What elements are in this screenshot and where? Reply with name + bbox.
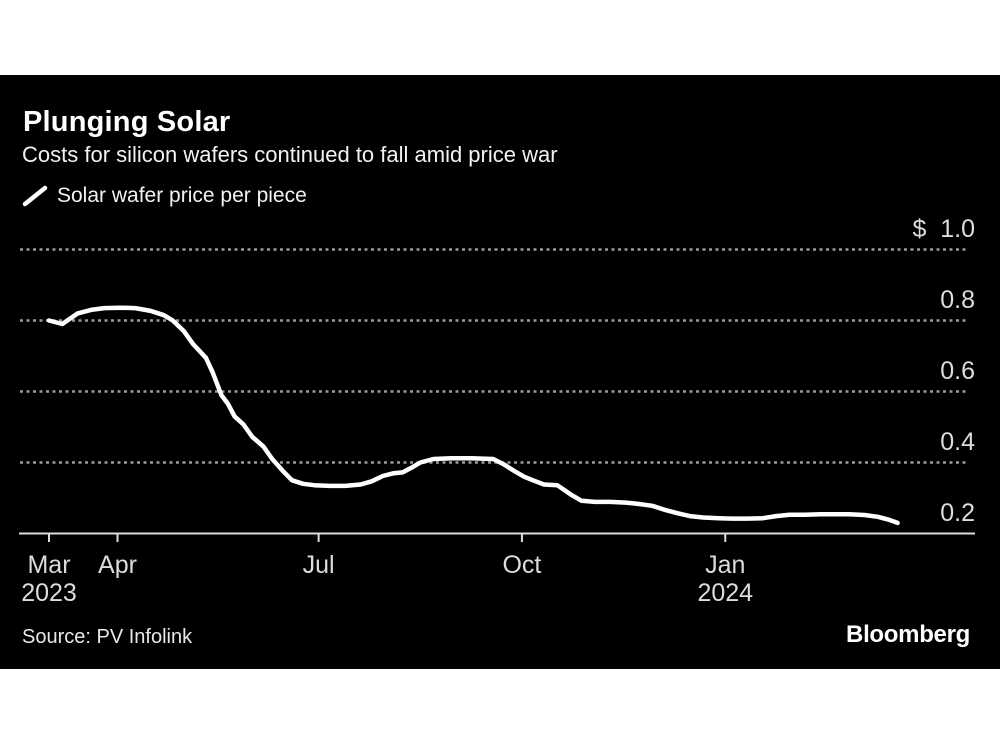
y-axis-label-1: $ 1.0: [912, 214, 975, 243]
y-axis-label-0.2: 0.2: [940, 498, 975, 527]
chart-card: [0, 75, 1000, 669]
year-label: 2024: [697, 579, 754, 607]
month-label: Jan: [705, 551, 746, 579]
bloomberg-logo: Bloomberg: [846, 621, 970, 648]
source-credit: Source: PV Infolink: [22, 626, 193, 648]
x-axis-label-Jul: Jul: [303, 551, 335, 579]
year-label: 2023: [21, 579, 77, 607]
legend-label: Solar wafer price per piece: [57, 184, 307, 207]
month-label: Mar: [27, 551, 71, 579]
wafer-price-line: [46, 305, 900, 526]
legend: Solar wafer price per piece: [22, 184, 307, 208]
x-axis-label-Apr: Apr: [98, 551, 137, 579]
month-label: Apr: [98, 551, 137, 579]
month-label: Oct: [502, 551, 542, 579]
month-label: Jul: [302, 551, 335, 579]
x-axis-label-Jan: Jan 2024: [697, 551, 753, 607]
line-series-icon: [22, 185, 48, 207]
x-axis-label-Mar: Mar 2023: [21, 551, 77, 607]
page-title: Plunging Solar: [23, 106, 231, 138]
y-axis-label-0.4: 0.4: [940, 427, 975, 456]
x-axis-label-Oct: Oct: [502, 551, 541, 579]
page-subtitle: Costs for silicon wafers continued to fa…: [22, 142, 558, 167]
y-axis-label-0.6: 0.6: [940, 356, 975, 385]
y-axis-label-0.8: 0.8: [940, 285, 975, 314]
